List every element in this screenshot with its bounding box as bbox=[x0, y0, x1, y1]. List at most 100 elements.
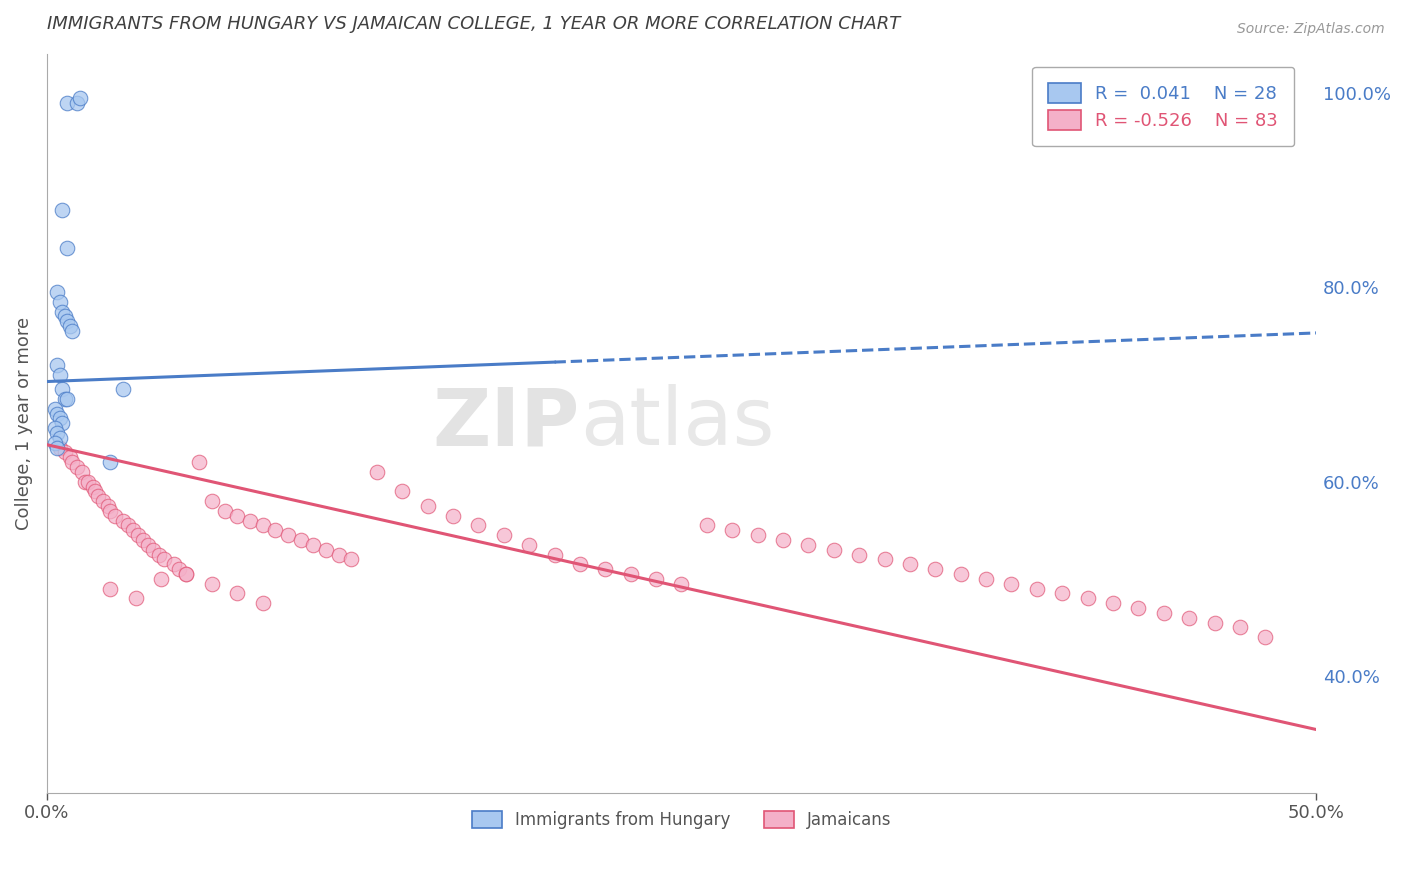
Text: ZIP: ZIP bbox=[433, 384, 579, 462]
Point bbox=[163, 558, 186, 572]
Point bbox=[226, 508, 249, 523]
Point bbox=[252, 518, 274, 533]
Point bbox=[46, 285, 69, 299]
Point bbox=[56, 392, 79, 406]
Point bbox=[98, 504, 121, 518]
Point bbox=[97, 499, 120, 513]
Point bbox=[277, 528, 299, 542]
Point bbox=[290, 533, 312, 547]
Point bbox=[53, 310, 76, 324]
Point bbox=[138, 538, 160, 552]
Point bbox=[98, 455, 121, 469]
Point bbox=[747, 528, 769, 542]
Point bbox=[315, 542, 337, 557]
Point bbox=[48, 368, 70, 382]
Point bbox=[568, 558, 591, 572]
Point bbox=[645, 572, 668, 586]
Point bbox=[125, 591, 148, 606]
Point bbox=[56, 314, 79, 328]
Point bbox=[721, 523, 744, 537]
Point bbox=[76, 475, 98, 489]
Point bbox=[46, 407, 69, 421]
Point bbox=[51, 382, 73, 396]
Point bbox=[51, 202, 73, 217]
Point bbox=[1153, 606, 1175, 620]
Point bbox=[797, 538, 820, 552]
Point bbox=[239, 514, 262, 528]
Text: IMMIGRANTS FROM HUNGARY VS JAMAICAN COLLEGE, 1 YEAR OR MORE CORRELATION CHART: IMMIGRANTS FROM HUNGARY VS JAMAICAN COLL… bbox=[46, 15, 900, 33]
Point bbox=[73, 475, 96, 489]
Y-axis label: College, 1 year or more: College, 1 year or more bbox=[15, 317, 32, 530]
Point bbox=[66, 95, 89, 110]
Point bbox=[924, 562, 946, 576]
Text: atlas: atlas bbox=[579, 384, 775, 462]
Point bbox=[492, 528, 515, 542]
Point bbox=[152, 552, 174, 566]
Point bbox=[91, 494, 114, 508]
Point bbox=[56, 95, 79, 110]
Point bbox=[366, 465, 388, 479]
Point bbox=[86, 489, 108, 503]
Point bbox=[122, 523, 145, 537]
Point bbox=[1204, 615, 1226, 630]
Point bbox=[823, 542, 845, 557]
Point bbox=[848, 548, 870, 562]
Point bbox=[51, 417, 73, 431]
Point bbox=[48, 294, 70, 309]
Point bbox=[772, 533, 794, 547]
Point bbox=[66, 460, 89, 475]
Point bbox=[98, 582, 121, 596]
Point bbox=[44, 421, 66, 435]
Point bbox=[59, 319, 82, 334]
Point bbox=[48, 441, 70, 455]
Point bbox=[302, 538, 325, 552]
Point bbox=[112, 382, 135, 396]
Point bbox=[1229, 620, 1251, 634]
Point bbox=[112, 514, 135, 528]
Point bbox=[150, 572, 173, 586]
Point bbox=[53, 392, 76, 406]
Legend: Immigrants from Hungary, Jamaicans: Immigrants from Hungary, Jamaicans bbox=[465, 805, 898, 836]
Point bbox=[48, 411, 70, 425]
Point bbox=[127, 528, 149, 542]
Point bbox=[1050, 586, 1073, 600]
Point bbox=[252, 596, 274, 610]
Point bbox=[898, 558, 921, 572]
Point bbox=[1128, 601, 1150, 615]
Point bbox=[873, 552, 896, 566]
Point bbox=[543, 548, 565, 562]
Point bbox=[1025, 582, 1047, 596]
Point bbox=[391, 484, 413, 499]
Point bbox=[60, 455, 83, 469]
Point bbox=[949, 566, 972, 581]
Point bbox=[974, 572, 997, 586]
Point bbox=[44, 435, 66, 450]
Point bbox=[620, 566, 643, 581]
Point bbox=[517, 538, 540, 552]
Point bbox=[132, 533, 155, 547]
Point bbox=[1178, 611, 1201, 625]
Point bbox=[46, 441, 69, 455]
Point bbox=[441, 508, 464, 523]
Point bbox=[176, 566, 198, 581]
Point bbox=[201, 576, 224, 591]
Point bbox=[72, 465, 94, 479]
Point bbox=[53, 445, 76, 459]
Point bbox=[60, 324, 83, 338]
Point bbox=[467, 518, 489, 533]
Point bbox=[44, 401, 66, 416]
Point bbox=[59, 450, 82, 465]
Point bbox=[328, 548, 350, 562]
Point bbox=[416, 499, 439, 513]
Point bbox=[48, 431, 70, 445]
Point bbox=[142, 542, 165, 557]
Point bbox=[1254, 630, 1277, 644]
Point bbox=[214, 504, 236, 518]
Point bbox=[117, 518, 139, 533]
Point bbox=[1102, 596, 1125, 610]
Point bbox=[1077, 591, 1099, 606]
Point bbox=[51, 304, 73, 318]
Point bbox=[148, 548, 170, 562]
Point bbox=[201, 494, 224, 508]
Point bbox=[84, 484, 107, 499]
